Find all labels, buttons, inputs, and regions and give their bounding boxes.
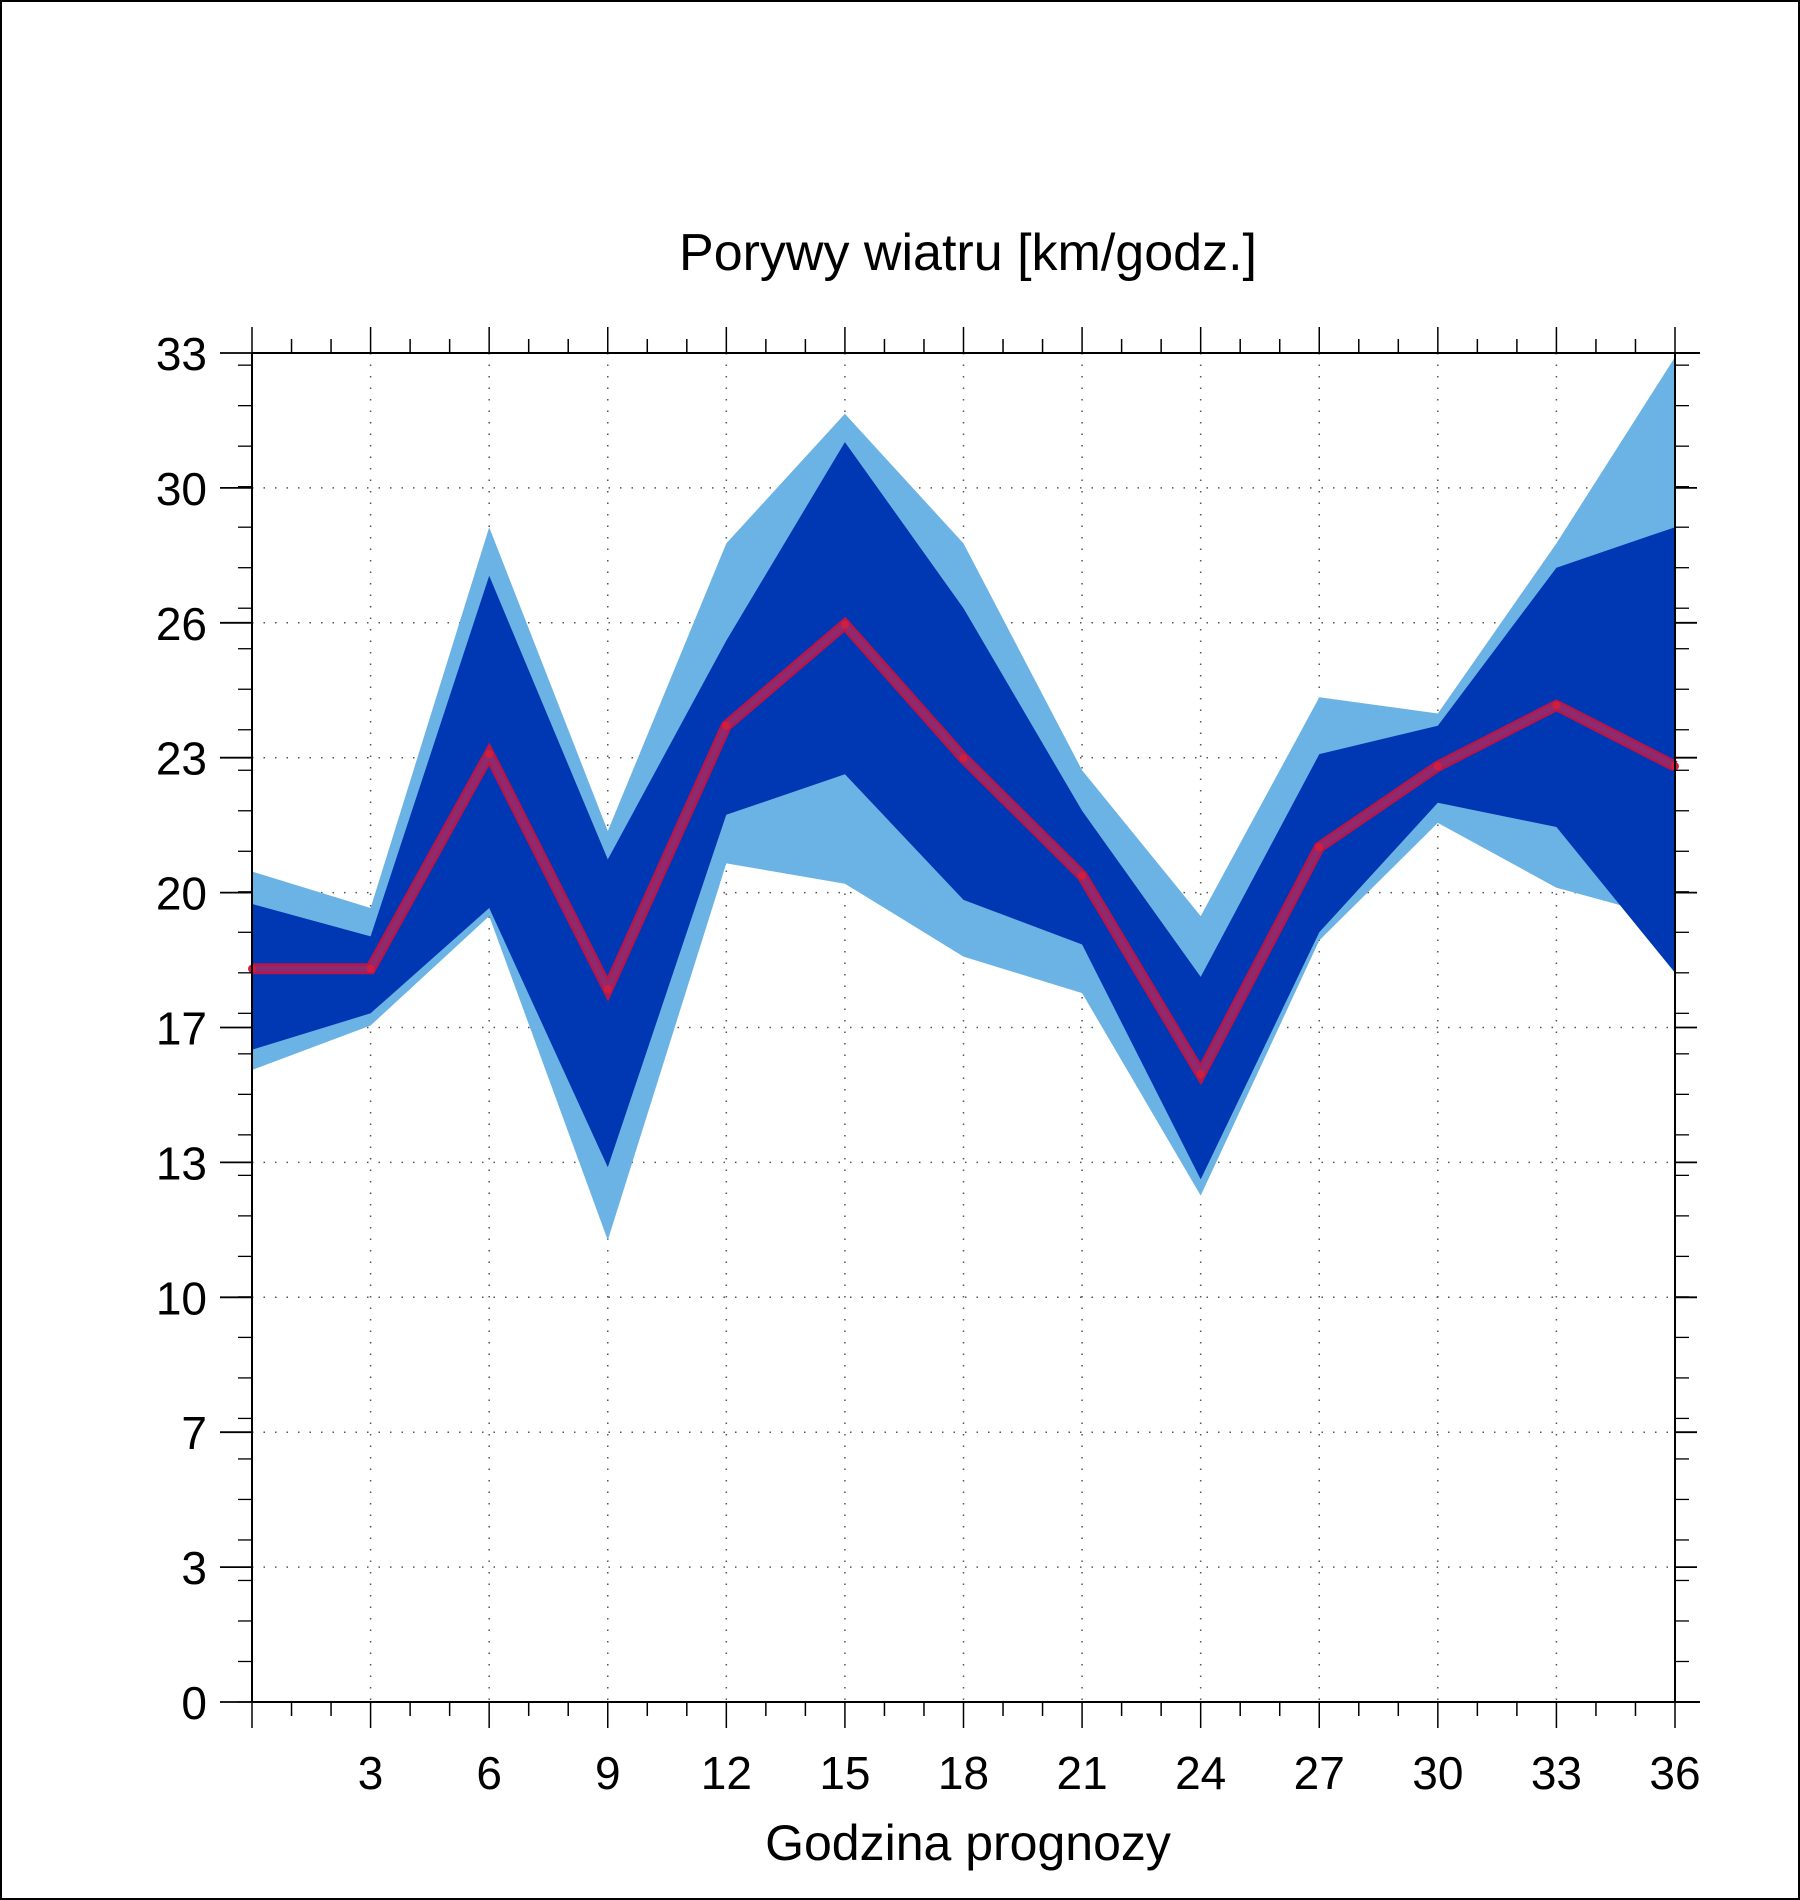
y-tick-label: 13 (156, 1137, 207, 1189)
median-point (722, 721, 731, 730)
median-point (1315, 843, 1324, 852)
x-tick-label: 33 (1531, 1747, 1582, 1799)
median-point (485, 750, 494, 759)
median-point (1552, 701, 1561, 710)
median-point (1196, 1070, 1205, 1079)
x-tick-label: 30 (1412, 1747, 1463, 1799)
median-series (248, 616, 1679, 1086)
x-tick-label: 9 (595, 1747, 621, 1799)
y-tick-label: 33 (156, 328, 207, 380)
median-point (840, 620, 849, 629)
x-tick-label: 3 (358, 1747, 384, 1799)
y-tick-label: 17 (156, 1003, 207, 1055)
x-axis-title: Godzina prognozy (765, 1815, 1171, 1871)
y-tick-label: 26 (156, 598, 207, 650)
x-tick-label: 27 (1294, 1747, 1345, 1799)
axes (220, 327, 1700, 1728)
y-tick-label: 30 (156, 463, 207, 515)
chart-title: Porywy wiatru [km/godz.] (679, 224, 1257, 282)
x-tick-label: 24 (1175, 1747, 1226, 1799)
x-tick-label: 6 (476, 1747, 502, 1799)
median-point (366, 964, 375, 973)
x-tick-label: 36 (1649, 1747, 1700, 1799)
x-tick-label: 18 (938, 1747, 989, 1799)
y-tick-label: 3 (181, 1542, 207, 1594)
y-tick-label: 7 (181, 1407, 207, 1459)
median-point (1433, 762, 1442, 771)
x-tick-labels: 3 6 9 12 15 18 21 24 27 30 33 36 (358, 1747, 1701, 1799)
y-tick-label: 0 (181, 1677, 207, 1729)
x-tick-label: 12 (701, 1747, 752, 1799)
median-point (959, 754, 968, 763)
x-tick-label: 21 (1056, 1747, 1107, 1799)
y-tick-label: 10 (156, 1272, 207, 1324)
median-point (603, 985, 612, 994)
y-tick-label: 20 (156, 868, 207, 920)
x-tick-label: 15 (819, 1747, 870, 1799)
y-tick-labels: 0 3 7 10 13 17 20 23 26 30 33 (156, 328, 207, 1729)
y-tick-label: 23 (156, 733, 207, 785)
median-point (1078, 871, 1087, 880)
